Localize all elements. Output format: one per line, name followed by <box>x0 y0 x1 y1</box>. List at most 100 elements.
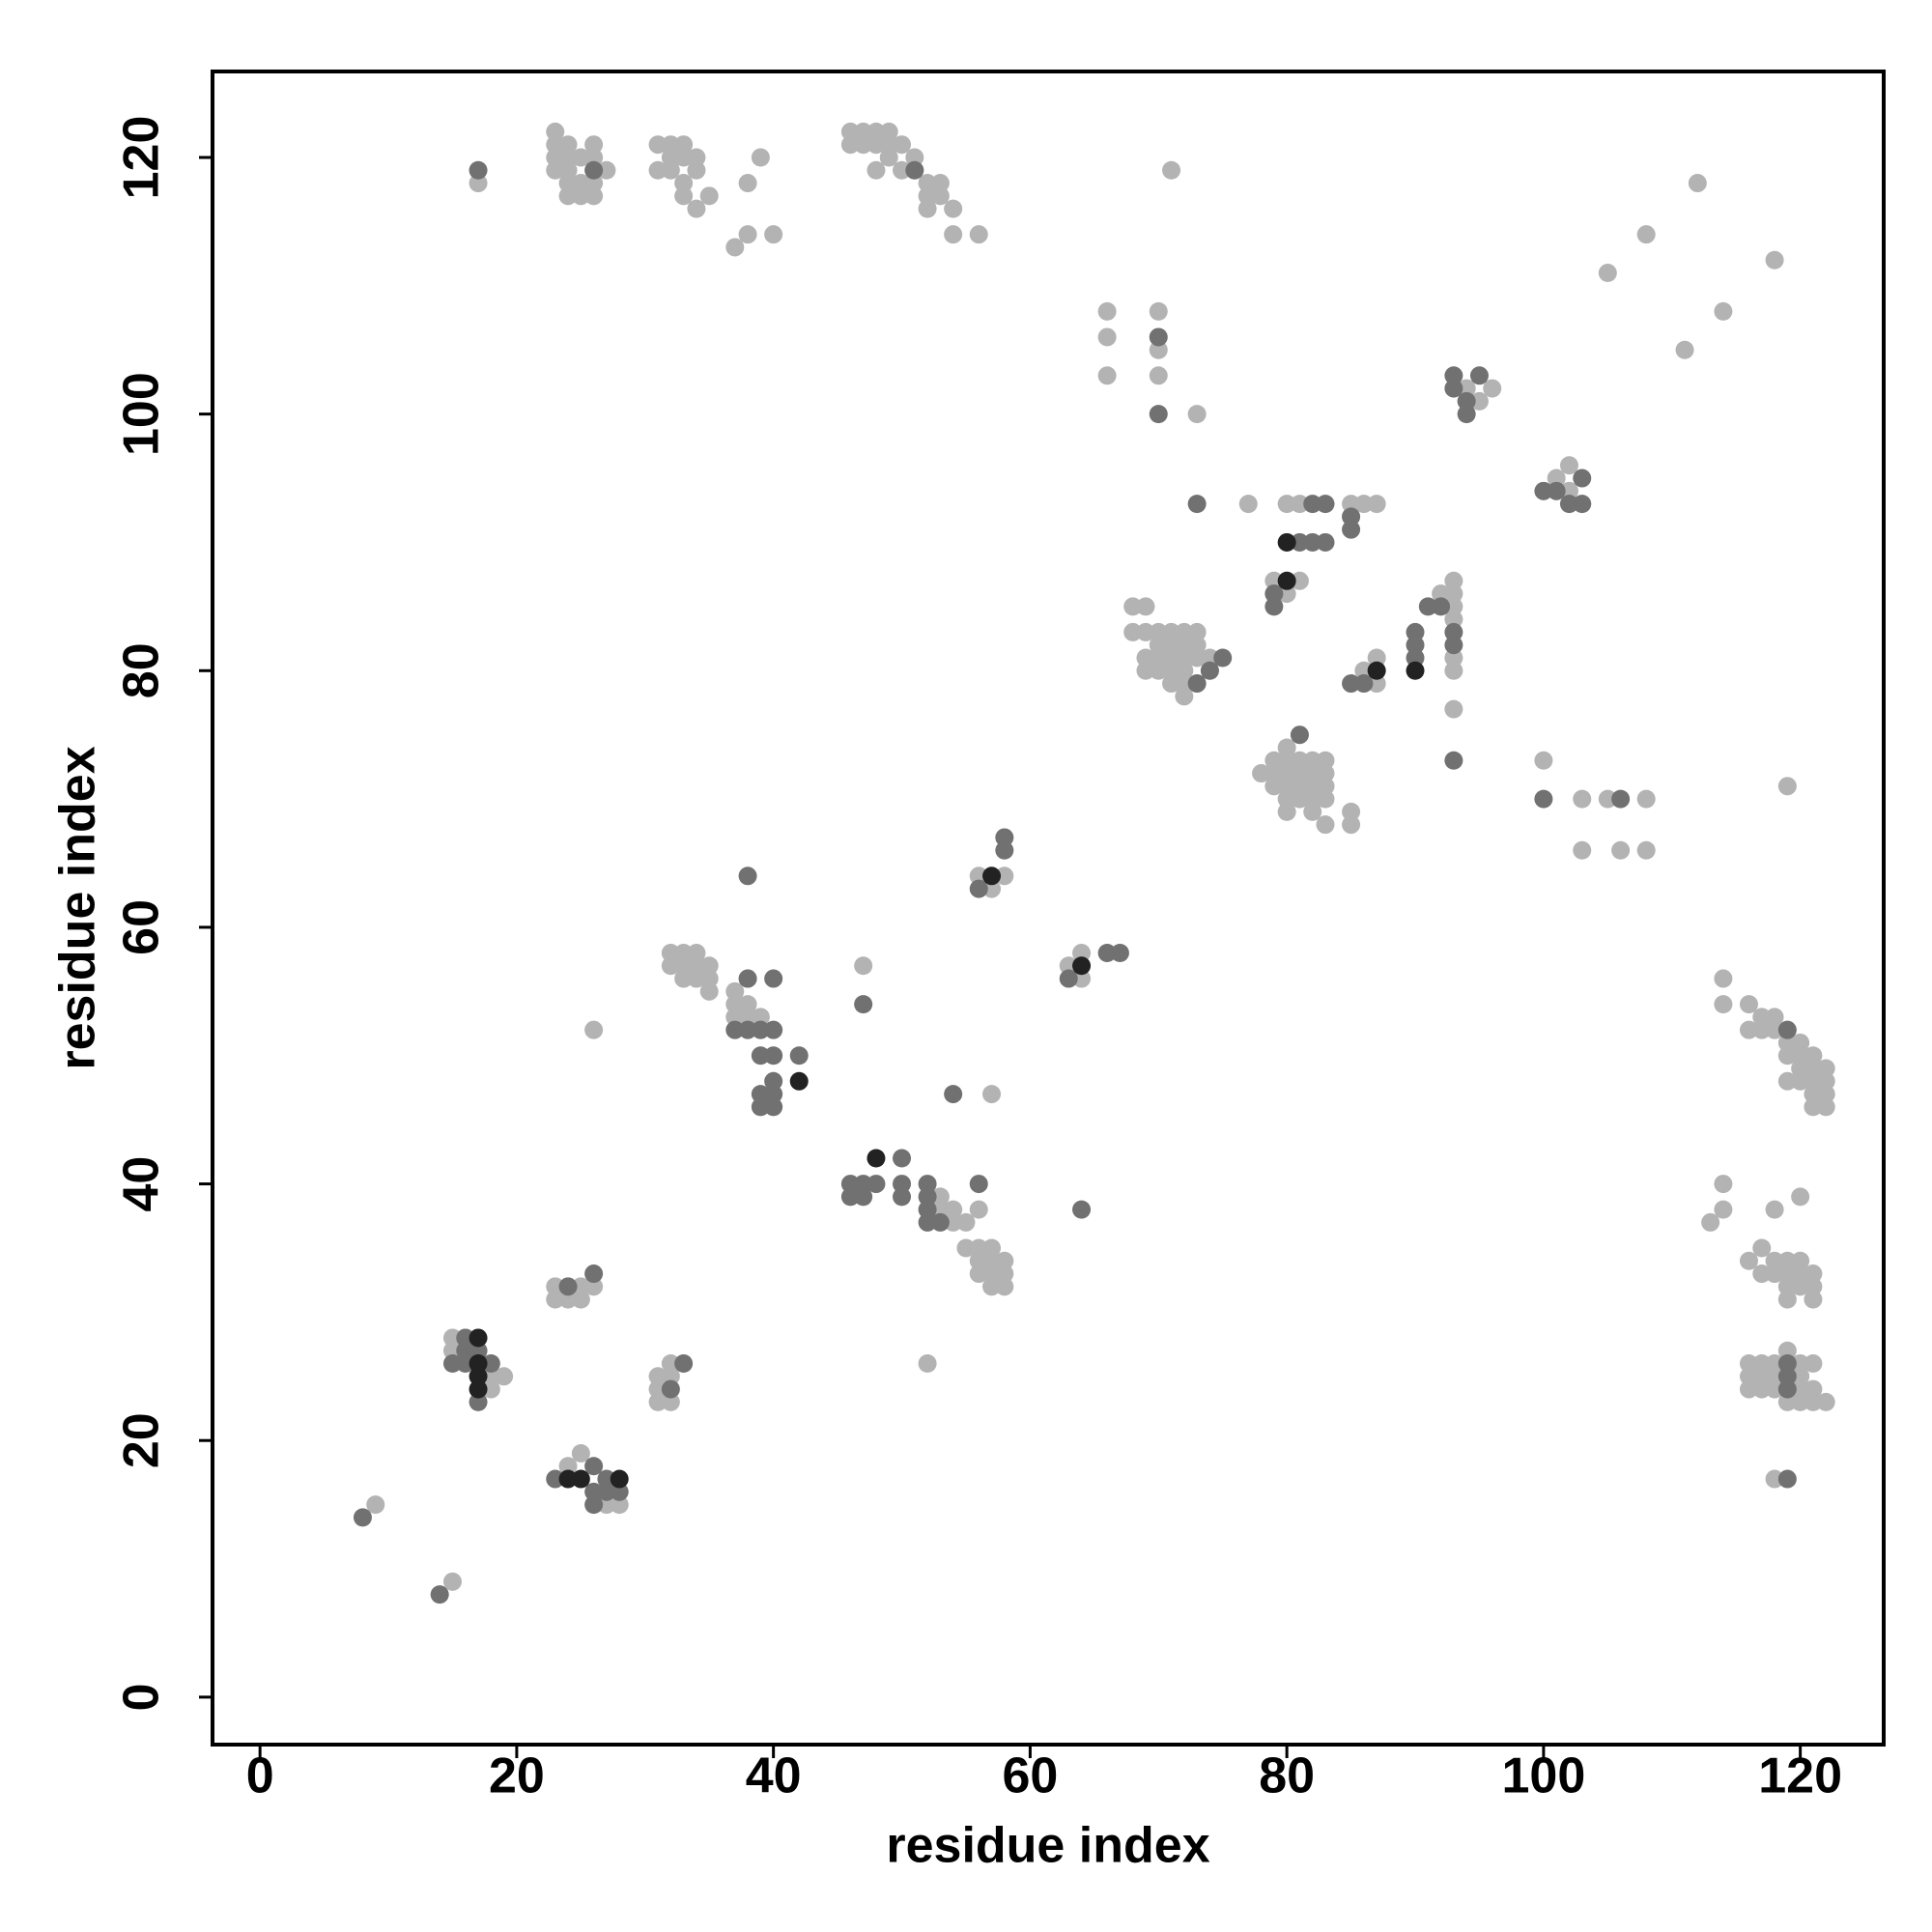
point <box>1162 160 1181 180</box>
point <box>969 1251 988 1270</box>
x-tick-label: 60 <box>1002 1748 1058 1804</box>
point <box>430 1585 449 1605</box>
point <box>764 1020 783 1039</box>
point <box>1316 532 1335 552</box>
point <box>1714 301 1733 321</box>
point <box>867 1149 886 1168</box>
point <box>1559 456 1578 475</box>
point <box>1200 661 1219 680</box>
point <box>1765 1251 1784 1270</box>
point <box>1469 391 1489 411</box>
point <box>674 186 694 206</box>
point <box>1097 301 1117 321</box>
point <box>1200 648 1219 668</box>
point <box>751 1097 770 1117</box>
point <box>442 1572 462 1591</box>
point <box>1739 1367 1758 1386</box>
point <box>1611 840 1631 860</box>
point <box>930 1187 950 1207</box>
x-tick-label: 40 <box>746 1748 802 1804</box>
point <box>1149 366 1168 385</box>
point <box>661 943 680 962</box>
point <box>1573 789 1592 809</box>
point <box>1791 1354 1810 1374</box>
point <box>1149 622 1168 641</box>
point <box>1777 1251 1797 1270</box>
point <box>1765 1200 1784 1219</box>
point <box>469 1341 488 1360</box>
point <box>1367 674 1386 694</box>
point <box>1367 661 1386 680</box>
y-tick-label: 20 <box>114 1412 170 1468</box>
point <box>1175 636 1194 655</box>
point <box>944 199 963 218</box>
point <box>1816 1392 1835 1411</box>
point <box>481 1367 500 1386</box>
point <box>366 1495 385 1515</box>
point <box>1444 636 1463 655</box>
point <box>1573 840 1592 860</box>
point <box>558 1469 578 1489</box>
point <box>597 1469 616 1489</box>
point <box>1149 301 1168 321</box>
point <box>1290 764 1309 783</box>
point <box>1290 751 1309 770</box>
point <box>687 199 706 218</box>
point <box>1791 1251 1810 1270</box>
point <box>944 1085 963 1104</box>
point <box>982 1251 1002 1270</box>
point <box>1636 840 1656 860</box>
point <box>1752 1367 1772 1386</box>
point <box>1457 405 1476 424</box>
point <box>905 148 924 167</box>
point <box>456 1341 475 1360</box>
point <box>661 148 680 167</box>
point <box>674 943 694 962</box>
point <box>1752 1264 1772 1284</box>
point <box>840 1187 860 1207</box>
point <box>840 122 860 141</box>
point <box>1547 481 1566 500</box>
point <box>725 238 745 257</box>
point <box>687 148 706 167</box>
point <box>584 1495 604 1515</box>
point <box>867 160 886 180</box>
y-tick-label: 0 <box>114 1683 170 1711</box>
point <box>854 1175 873 1194</box>
point <box>751 148 770 167</box>
y-tick-label: 80 <box>114 642 170 698</box>
point <box>1187 648 1207 668</box>
point <box>1791 1187 1810 1207</box>
point <box>893 1187 912 1207</box>
point <box>1354 661 1374 680</box>
point <box>1777 1367 1797 1386</box>
point <box>1136 648 1155 668</box>
point <box>1175 687 1194 706</box>
point <box>1573 469 1592 488</box>
point <box>930 1200 950 1219</box>
point <box>687 956 706 976</box>
point <box>1816 1085 1835 1104</box>
point <box>1097 327 1117 347</box>
point <box>1110 943 1129 962</box>
point <box>571 148 590 167</box>
point <box>725 1020 745 1039</box>
point <box>661 1392 680 1411</box>
point <box>1791 1071 1810 1091</box>
point <box>1264 764 1284 783</box>
point <box>1804 1290 1823 1309</box>
point <box>1277 495 1296 514</box>
point <box>1136 661 1155 680</box>
point <box>648 1379 668 1399</box>
point <box>1149 327 1168 347</box>
point <box>1277 532 1296 552</box>
point <box>1777 1264 1797 1284</box>
point <box>1406 636 1425 655</box>
point <box>546 122 565 141</box>
point <box>1777 1071 1797 1091</box>
point <box>1136 597 1155 616</box>
point <box>1316 764 1335 783</box>
point <box>1765 250 1784 270</box>
point <box>1739 1020 1758 1039</box>
point <box>1765 1379 1784 1399</box>
